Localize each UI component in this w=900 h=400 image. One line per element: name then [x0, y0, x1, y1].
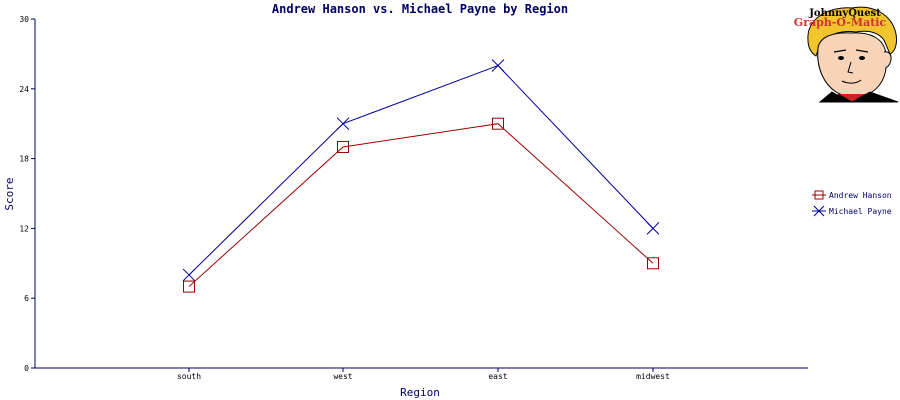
x-tick-label: midwest	[636, 372, 670, 381]
brand-line-1: JohnnyQuest	[808, 8, 881, 19]
brand-logo: JohnnyQuest Graph-O-Matic	[794, 6, 899, 103]
x-tick-label: east	[488, 372, 507, 381]
y-tick-label: 18	[19, 155, 29, 164]
data-point-marker	[492, 117, 504, 130]
x-tick-label: south	[177, 372, 201, 381]
data-point-marker	[647, 257, 659, 270]
series-layer	[182, 59, 660, 293]
legend: Andrew Hanson Michael Payne	[812, 190, 892, 217]
data-point-marker	[183, 280, 195, 293]
x-ticks: south west east midwest	[177, 368, 670, 381]
y-tick-label: 24	[19, 85, 29, 94]
axes	[34, 19, 808, 369]
legend-item: Andrew Hanson	[812, 190, 892, 200]
y-axis-label: Score	[3, 177, 16, 210]
brand-line-2: Graph-O-Matic	[794, 16, 887, 29]
x-axis-label: Region	[400, 386, 440, 399]
data-point-marker	[336, 117, 350, 131]
y-tick-label: 0	[24, 364, 29, 373]
series-line	[188, 64, 654, 276]
legend-item: Michael Payne	[812, 205, 892, 217]
legend-marker	[814, 190, 824, 200]
data-point-marker	[182, 268, 196, 282]
legend-marker	[813, 205, 825, 217]
legend-label: Michael Payne	[829, 207, 892, 216]
chart-title: Andrew Hanson vs. Michael Payne by Regio…	[272, 2, 568, 16]
y-ticks: 0 6 12 18 24 30	[19, 15, 35, 373]
data-point-marker	[646, 222, 660, 235]
x-tick-label: west	[333, 372, 352, 381]
y-tick-label: 6	[24, 294, 29, 303]
series-andrew-hanson	[183, 117, 659, 293]
data-point-marker	[491, 59, 505, 72]
legend-label: Andrew Hanson	[829, 191, 892, 200]
y-tick-label: 12	[19, 224, 29, 233]
y-tick-label: 30	[19, 15, 29, 24]
series-line	[188, 123, 654, 287]
cartoon-boy-face-icon	[807, 6, 899, 103]
data-point-marker	[337, 140, 349, 153]
series-michael-payne	[182, 59, 660, 282]
